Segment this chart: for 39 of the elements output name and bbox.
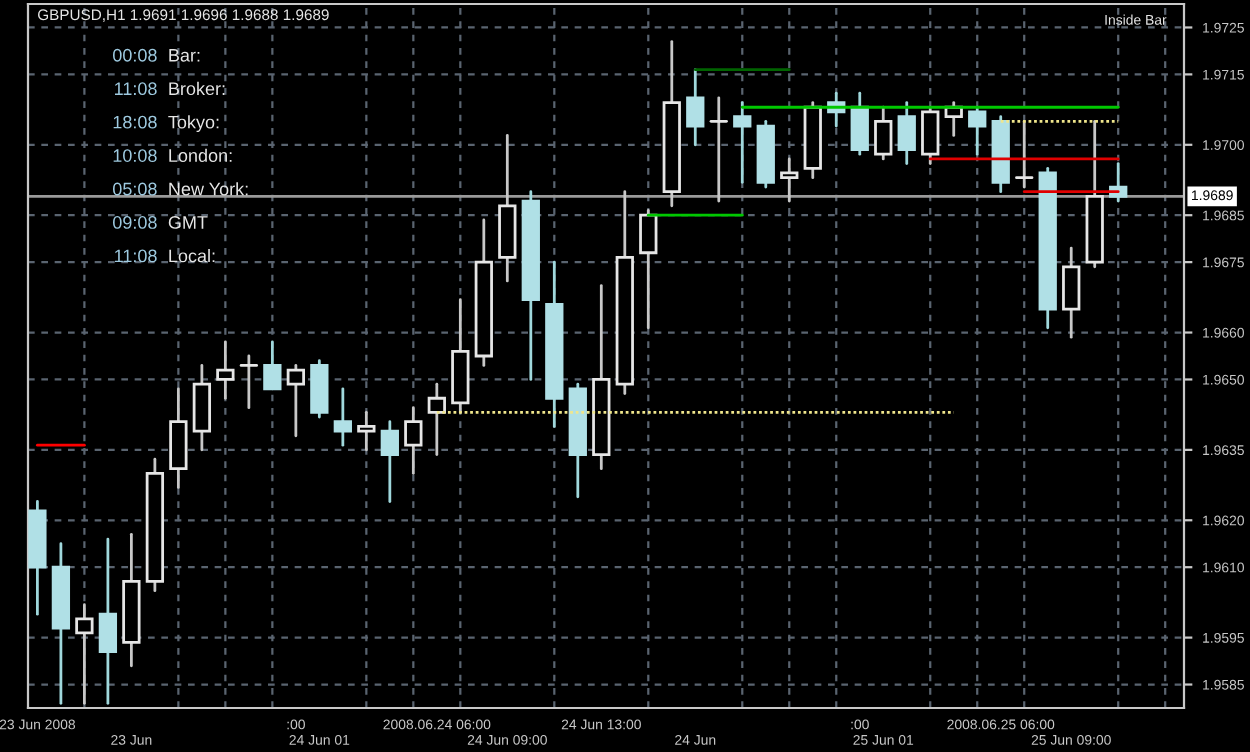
- candlestick: [1062, 246, 1081, 339]
- candlestick: [380, 420, 399, 503]
- annotation: 11:08: [115, 249, 157, 263]
- candlestick: [239, 354, 259, 410]
- candlestick: [98, 537, 118, 705]
- annotation: Local:: [169, 249, 215, 263]
- annotation: 10:08: [113, 149, 157, 162]
- annotation: 00:08: [113, 48, 157, 62]
- annotation: 09:08: [113, 216, 157, 229]
- annotation: Broker:: [169, 81, 225, 96]
- candlestick: [357, 410, 376, 452]
- candlestick: [968, 105, 987, 156]
- candlestick: [921, 105, 940, 165]
- candlestick: [897, 101, 916, 165]
- candlestick: [404, 406, 423, 475]
- candlestick: [639, 209, 658, 330]
- candlestick: [709, 96, 728, 203]
- annotation: 11:08: [115, 82, 157, 96]
- candlestick: [192, 364, 212, 452]
- candlestick: [780, 157, 799, 203]
- annotation: Tokyo:: [168, 115, 219, 133]
- candlestick: [850, 91, 869, 156]
- annotation: London:: [169, 148, 232, 162]
- candlestick: [169, 387, 188, 489]
- annotation: GMT: [168, 216, 208, 229]
- annotation: 18:08: [113, 115, 157, 129]
- candlestick: [263, 340, 282, 391]
- candlestick: [333, 387, 352, 447]
- candlestick: [733, 101, 752, 184]
- candlestick: [1015, 119, 1034, 189]
- candlestick: [874, 105, 893, 161]
- candlestick: [686, 68, 705, 147]
- annotation: 05:08: [113, 182, 157, 196]
- candlestick: [310, 359, 329, 419]
- candlestick: [427, 382, 446, 456]
- annotation: Bar:: [169, 49, 200, 62]
- candlestick: [286, 364, 305, 438]
- candlestick: [216, 340, 235, 400]
- annotation: New York:: [169, 182, 248, 196]
